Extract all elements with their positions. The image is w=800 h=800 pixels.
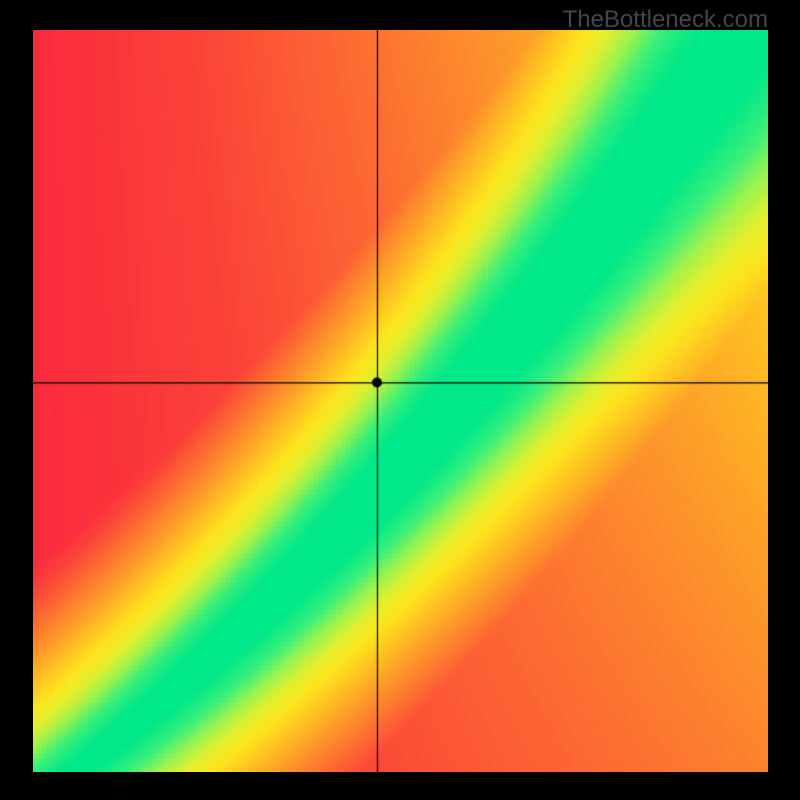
crosshair-overlay — [33, 30, 768, 772]
chart-container: TheBottleneck.com — [0, 0, 800, 800]
